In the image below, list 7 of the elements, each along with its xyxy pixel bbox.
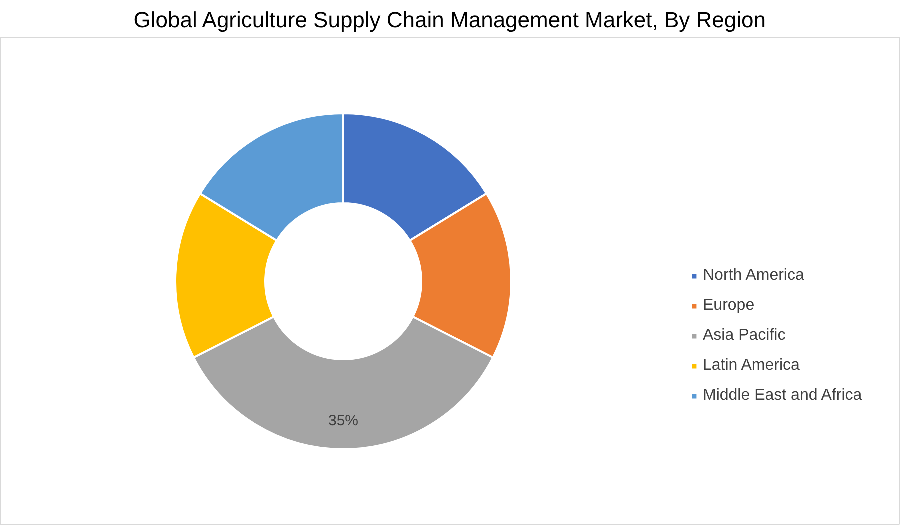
legend-label: Latin America [703,357,800,375]
legend-label: Europe [703,297,755,315]
legend-label: Middle East and Africa [703,387,862,405]
chart-title: Global Agriculture Supply Chain Management Market, By Region [134,8,766,32]
legend-label: North America [703,267,804,285]
legend-label: Asia Pacific [703,327,786,345]
data-label: 35% [328,412,359,430]
